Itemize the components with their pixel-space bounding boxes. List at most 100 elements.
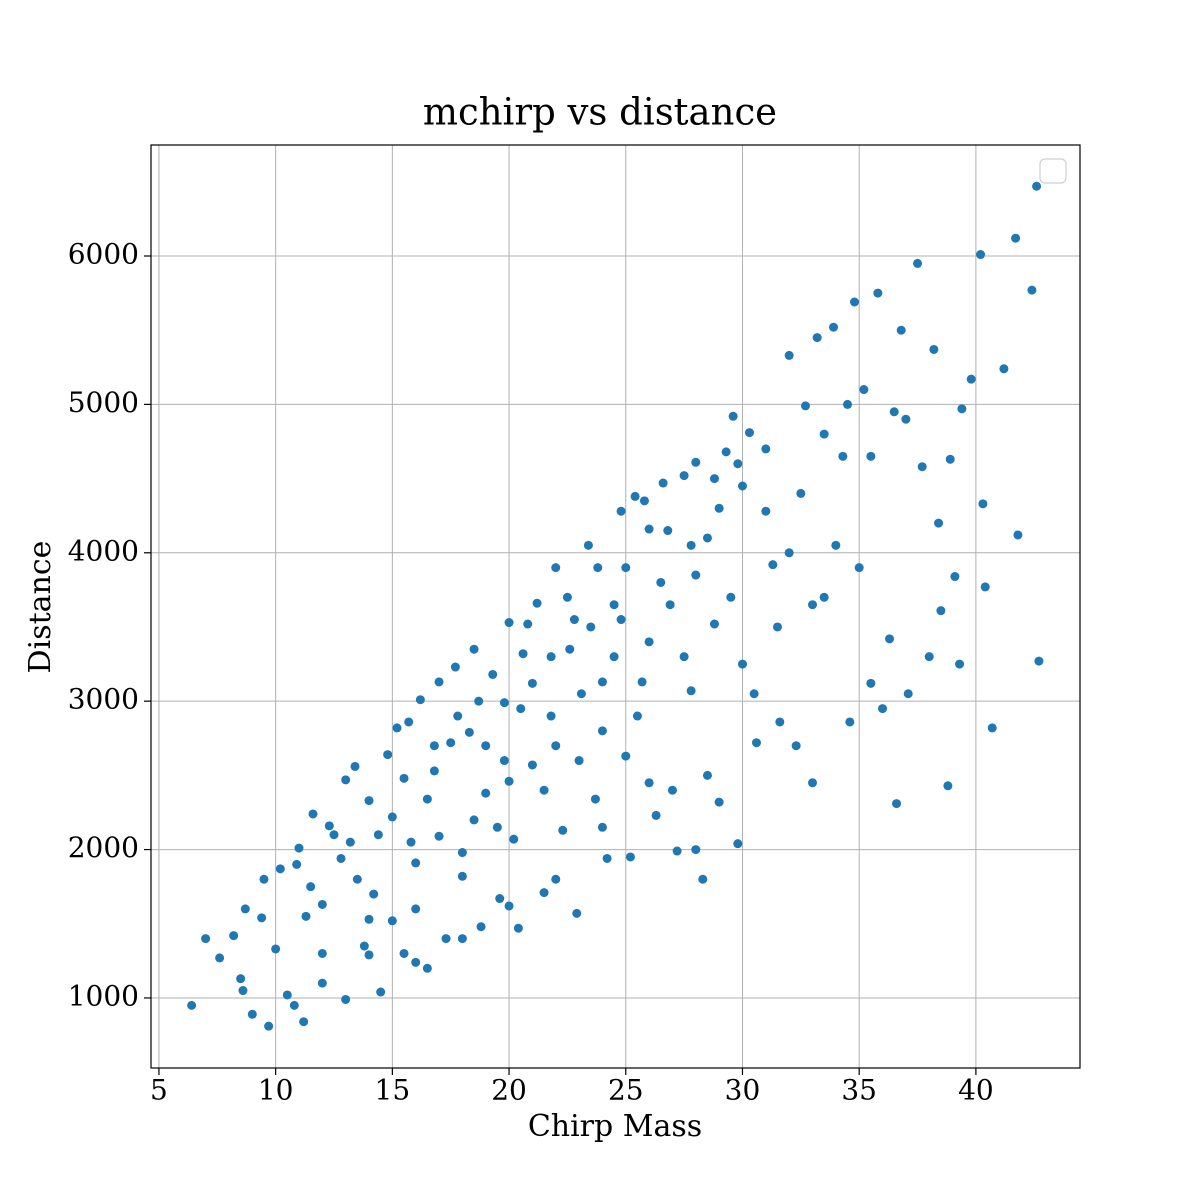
chart-title: mchirp vs distance: [423, 91, 777, 134]
point: [539, 785, 549, 795]
point: [523, 619, 533, 629]
point: [733, 459, 743, 469]
x-tick-label: 20: [491, 1074, 527, 1107]
point: [345, 837, 355, 847]
point: [387, 916, 397, 926]
legend: [1039, 158, 1067, 184]
point: [903, 689, 913, 699]
point: [551, 874, 561, 884]
point: [469, 644, 479, 654]
point: [341, 775, 351, 785]
point: [434, 677, 444, 687]
point: [574, 756, 584, 766]
point: [709, 619, 719, 629]
point: [999, 364, 1009, 374]
point: [576, 689, 586, 699]
point: [957, 404, 967, 414]
point: [495, 894, 505, 904]
point: [317, 899, 327, 909]
point: [698, 874, 708, 884]
point: [551, 741, 561, 751]
point: [411, 957, 421, 967]
point: [429, 741, 439, 751]
point: [399, 773, 409, 783]
y-tick-label: 4000: [68, 534, 139, 567]
y-tick-label: 5000: [68, 386, 139, 419]
point: [878, 704, 888, 714]
point: [665, 600, 675, 610]
point: [504, 776, 514, 786]
point: [299, 1017, 309, 1027]
point: [768, 560, 778, 570]
point: [714, 503, 724, 513]
point: [950, 572, 960, 582]
point: [481, 741, 491, 751]
point: [1013, 530, 1023, 540]
point: [492, 822, 502, 832]
point: [838, 451, 848, 461]
point: [667, 785, 677, 795]
point: [644, 524, 654, 534]
point: [527, 760, 537, 770]
point: [406, 837, 416, 847]
point: [1011, 233, 1021, 243]
point: [656, 577, 666, 587]
point: [658, 478, 668, 488]
point: [236, 974, 246, 984]
point: [737, 659, 747, 669]
point: [457, 934, 467, 944]
point: [632, 711, 642, 721]
point: [476, 922, 486, 932]
points: [187, 181, 1044, 1031]
point: [387, 812, 397, 822]
ticks: 5 10 15 20 25 30 35 40 1000 2000 3000 4000 5000 6000: [68, 237, 994, 1106]
plot-frame: [150, 144, 1081, 1069]
point: [1027, 285, 1037, 295]
point: [663, 526, 673, 536]
point: [621, 563, 631, 573]
point: [441, 934, 451, 944]
point: [434, 831, 444, 841]
point: [341, 994, 351, 1004]
point: [691, 845, 701, 855]
point: [679, 471, 689, 481]
point: [702, 770, 712, 780]
point: [679, 652, 689, 662]
point: [714, 797, 724, 807]
point: [229, 931, 239, 941]
grid: [151, 145, 1080, 1068]
point: [271, 944, 281, 954]
point: [602, 853, 612, 863]
point: [976, 250, 986, 260]
point: [469, 815, 479, 825]
point: [775, 717, 785, 727]
point: [772, 622, 782, 632]
point: [504, 901, 514, 911]
point: [929, 344, 939, 354]
point: [422, 963, 432, 973]
point: [308, 809, 318, 819]
point: [980, 582, 990, 592]
point: [411, 858, 421, 868]
point: [808, 600, 818, 610]
point: [329, 830, 339, 840]
point: [516, 704, 526, 714]
point: [527, 678, 537, 688]
point: [943, 781, 953, 791]
point: [616, 615, 626, 625]
point: [819, 429, 829, 439]
point: [364, 796, 374, 806]
point: [896, 325, 906, 335]
x-tick-label: 35: [841, 1074, 877, 1107]
point: [845, 717, 855, 727]
point: [539, 888, 549, 898]
point: [289, 1000, 299, 1010]
point: [551, 563, 561, 573]
point: [831, 540, 841, 550]
point: [917, 462, 927, 472]
point: [978, 499, 988, 509]
point: [829, 322, 839, 332]
point: [301, 911, 311, 921]
